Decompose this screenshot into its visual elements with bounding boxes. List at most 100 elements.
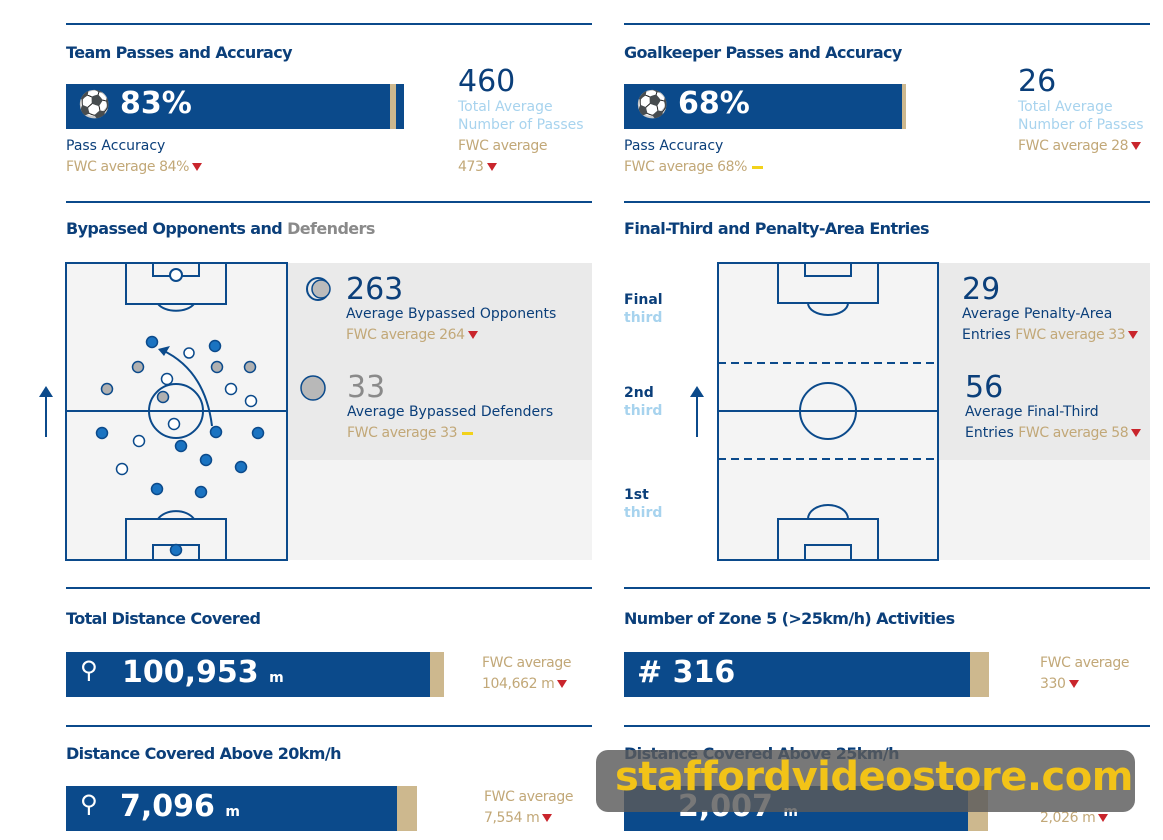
circle (243, 360, 257, 374)
a: 100,953 m (122, 655, 284, 690)
circle (210, 360, 224, 374)
total-fwc-label: FWC average (458, 138, 548, 154)
dn (467, 331, 478, 339)
1: third (624, 505, 663, 521)
watermark: staffordvideostore.com (615, 754, 1133, 800)
a: FWC average 28 (1018, 138, 1142, 154)
fwc-label: FWC average (1040, 655, 1130, 671)
a: ⚲ (80, 790, 98, 818)
gold (430, 652, 444, 697)
circle (799, 382, 857, 440)
value: 7,096 (120, 789, 215, 824)
a (596, 750, 1135, 812)
circle (234, 460, 248, 474)
unit: m (269, 670, 284, 686)
fwc: 104,662 m (482, 676, 555, 692)
title: Team Passes and Accuracy (66, 43, 293, 62)
bar (624, 84, 902, 129)
a: 2nd third (624, 384, 662, 420)
rule (66, 201, 592, 203)
a: ⚽ (78, 90, 111, 120)
a: 473 (458, 159, 497, 175)
rule (66, 587, 592, 589)
value: 83% (120, 86, 192, 121)
value: # 316 (637, 655, 736, 690)
dn (486, 163, 497, 171)
label: Pass Accuracy (66, 138, 166, 154)
dn (542, 814, 553, 822)
circle (251, 426, 265, 440)
circle (208, 339, 222, 353)
circle (244, 394, 258, 408)
circle (199, 453, 213, 467)
path (157, 303, 195, 312)
rect (938, 263, 1150, 460)
0: Final (624, 292, 663, 308)
total-label: Total Average Number of Passes (1018, 99, 1144, 133)
circle (145, 335, 159, 349)
rule (624, 201, 1150, 203)
g (100, 360, 257, 404)
rule (66, 23, 592, 25)
fwc-label: FWC average (484, 789, 574, 805)
path (158, 346, 170, 356)
path (39, 386, 53, 397)
penalty: 29 (962, 272, 1001, 307)
value: 100,953 (122, 655, 259, 690)
1: third (624, 310, 663, 326)
gold (902, 84, 906, 129)
penalty-label2: Entries (962, 327, 1011, 343)
fwc: FWC average 84% (66, 159, 190, 175)
circle (209, 425, 223, 439)
a: FWC average 68% (624, 159, 764, 175)
opponents-fwc: FWC average 264 (346, 327, 465, 343)
title: Distance Covered Above 20km/h (66, 744, 342, 763)
defenders-fwc: FWC average 33 (347, 425, 458, 441)
a: FWC average 33 (347, 425, 474, 441)
path (807, 504, 849, 520)
gold (397, 786, 417, 831)
rect (288, 263, 592, 460)
circle (131, 360, 145, 374)
final: 56 (965, 370, 1004, 405)
rule (66, 725, 592, 727)
bar (396, 84, 404, 129)
dn (1128, 331, 1139, 339)
circle (132, 434, 146, 448)
rule (624, 587, 1150, 589)
total: 26 (1018, 64, 1057, 99)
unit: m (225, 804, 240, 820)
fwc: 7,554 m (484, 810, 540, 826)
path (161, 349, 213, 427)
a: 7,096 m (120, 789, 240, 824)
penalty-fwc: FWC average 33 (1015, 327, 1126, 343)
g (95, 335, 265, 557)
opponents: 263 (346, 272, 404, 307)
title: Total Distance Covered (66, 609, 261, 628)
title: Bypassed Opponents and (66, 219, 283, 238)
title: Number of Zone 5 (>25km/h) Activities (624, 609, 955, 628)
a: 7,554 m (484, 810, 553, 826)
total: 460 (458, 64, 516, 99)
fwc: 330 (1040, 676, 1066, 692)
a: Entries FWC average 58 (965, 425, 1142, 441)
circle (148, 383, 204, 439)
circle (150, 482, 164, 496)
dn (1098, 814, 1109, 822)
value: 68% (678, 86, 750, 121)
a: ⚲ (80, 656, 98, 684)
g (45, 262, 939, 561)
opponents-label: Average Bypassed Opponents (346, 306, 557, 322)
g (39, 346, 704, 397)
path (157, 510, 195, 520)
defenders: 33 (347, 370, 386, 405)
rect (804, 262, 852, 277)
rect (938, 460, 1150, 560)
final-fwc: FWC average 58 (1018, 425, 1129, 441)
1: third (624, 403, 663, 419)
eq (752, 165, 764, 169)
total-fwc: 473 (458, 159, 484, 175)
0: 2nd (624, 385, 654, 401)
bar (66, 786, 397, 831)
0: 1st (624, 487, 649, 503)
